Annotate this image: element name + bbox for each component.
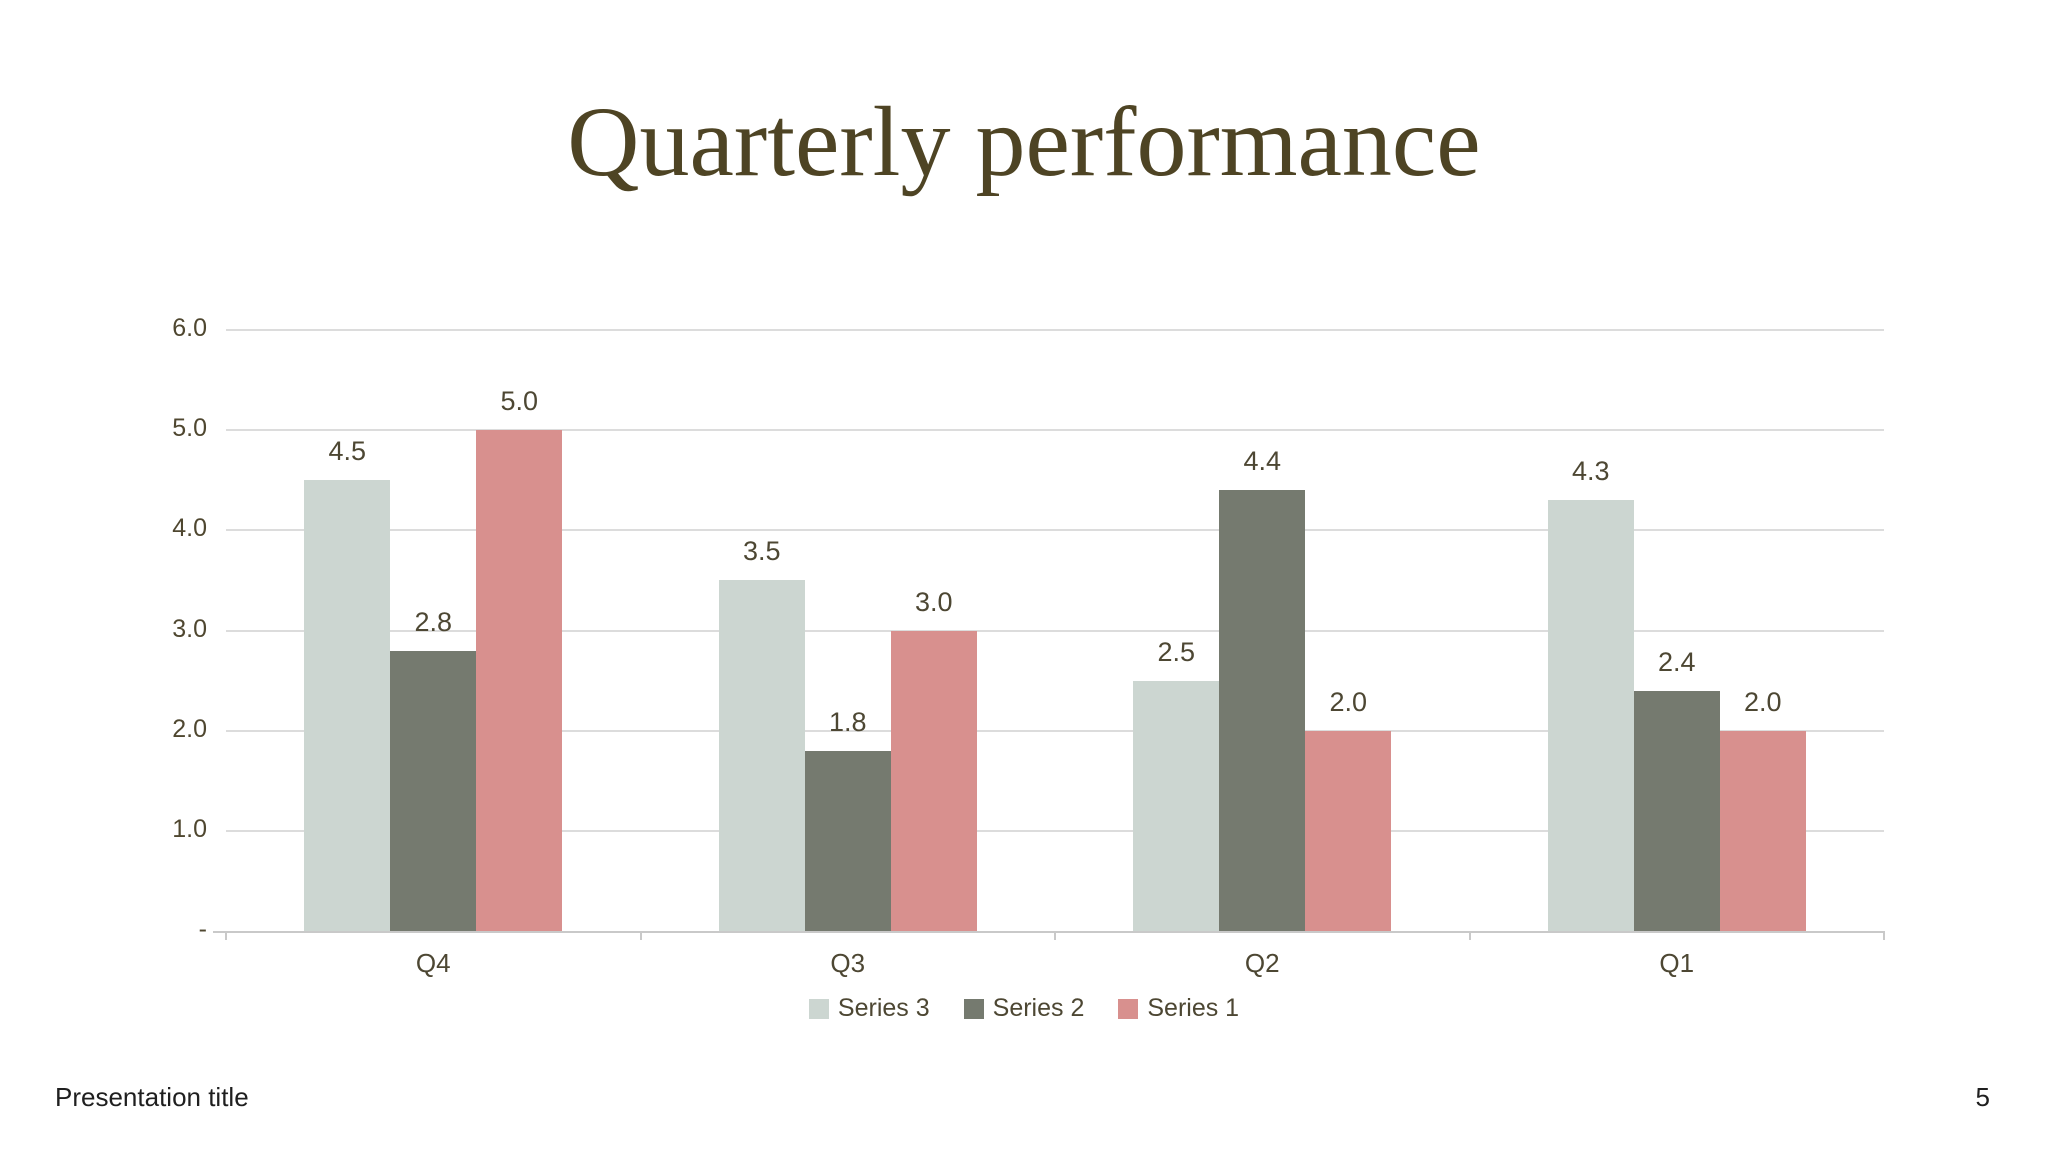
q4-series-3-bar [304,480,391,931]
y-axis-tick-label: 1.0 [172,814,207,843]
y-axis-tick-label: 4.0 [172,514,207,543]
gridline [226,329,1884,331]
y-axis-tick-label: 6.0 [172,314,207,342]
bar-value-label: 2.0 [1329,686,1368,717]
gridline [226,629,1884,632]
category-label: Q4 [415,948,451,978]
q3-series-2-bar [804,750,891,931]
chart-legend: Series 3 Series 2 Series 1 [0,996,2048,1021]
category-label: Q3 [830,948,866,978]
x-axis-tick [1054,931,1056,940]
bar-value-label: 5.0 [500,386,539,417]
q3-series-3-bar [718,580,805,931]
legend-item: Series 3 [808,994,930,1022]
x-axis-line [213,931,1884,933]
footer-presentation-title: Presentation title [55,1082,249,1112]
q4-series-2-bar [390,650,477,931]
legend-item: Series 2 [963,994,1085,1022]
x-axis-tick [1883,931,1885,940]
x-axis-tick [225,931,227,940]
bar-value-label: 4.4 [1243,446,1282,477]
y-axis-tick-label: 3.0 [172,614,207,643]
q4-series-1-bar [476,430,563,931]
q1-series-1-bar [1719,730,1806,931]
x-axis-tick [639,931,642,940]
bar-value-label: 3.5 [742,536,781,567]
footer-page-number: 5 [1975,1082,1990,1112]
gridline [226,529,1884,532]
legend-label: Series 1 [1147,994,1240,1022]
legend-swatch-series-1 [1118,998,1139,1019]
gridline [226,829,1884,832]
q2-series-3-bar [1133,680,1220,931]
legend-swatch-series-2 [963,998,984,1019]
slide-title: Quarterly performance [567,86,1481,197]
bar-value-label: 4.5 [328,436,367,467]
legend-swatch-series-3 [808,998,829,1019]
bar-value-label: 4.3 [1571,456,1610,487]
legend-item: Series 1 [1118,996,1239,1021]
q1-series-3-bar [1547,500,1634,931]
bar-value-label: 3.0 [914,586,953,617]
q2-series-1-bar [1305,730,1392,931]
q2-series-2-bar [1219,490,1306,931]
bar-value-label: 2.4 [1657,646,1696,677]
legend-label: Series 3 [837,994,930,1022]
bar-value-label: 1.8 [828,706,867,737]
y-axis-tick-label: 5.0 [172,414,207,443]
q3-series-1-bar [890,630,977,931]
gridline [226,429,1884,432]
category-label: Q1 [1659,948,1695,978]
x-axis-tick [1468,931,1471,940]
bar-value-label: 2.8 [414,606,453,637]
gridline [226,729,1884,732]
bar-value-label: 2.5 [1157,636,1196,667]
bar-value-label: 2.0 [1743,686,1782,717]
q1-series-2-bar [1633,690,1720,931]
y-axis-tick-label: 2.0 [172,714,207,743]
legend-label: Series 2 [992,994,1085,1022]
category-label: Q2 [1244,948,1280,978]
y-axis-tick-label: - [198,915,207,943]
